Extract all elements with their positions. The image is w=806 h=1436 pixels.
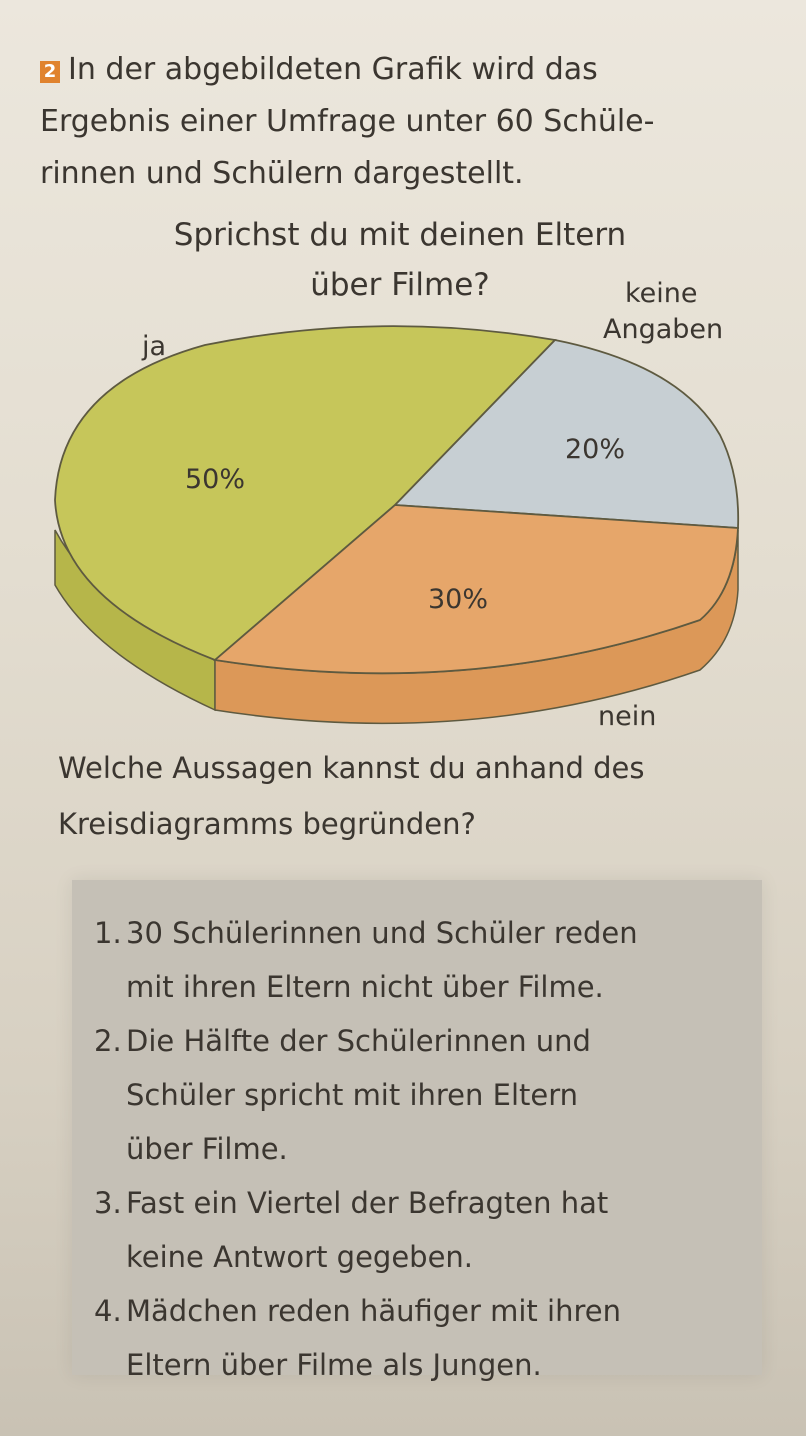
task-text-line-1: In der abgebildeten Grafik wird das: [68, 52, 598, 87]
statement-line: Die Hälfte der Schülerinnen und: [126, 1024, 591, 1058]
chart-title: Sprichst du mit deinen Eltern über Filme…: [100, 210, 700, 310]
statement-line: Mädchen reden häufiger mit ihren: [126, 1294, 621, 1328]
slice-label-nein: nein: [598, 701, 656, 732]
pie-slice-keine-angaben: [393, 339, 740, 529]
statement-line: 30 Schülerinnen und Schüler reden: [126, 916, 638, 950]
pie-slice-ja: [54, 325, 557, 662]
statement-line: Eltern über Filme als Jungen.: [126, 1348, 542, 1382]
statement-2: 2. Die Hälfte der Schülerinnen und Schüle…: [94, 1014, 762, 1176]
slice-value-ja: 50%: [185, 464, 245, 495]
statements-list: 1. 30 Schülerinnen und Schüler reden mit …: [72, 880, 762, 1392]
pie-slice-nein: [212, 504, 739, 675]
statement-number: 3.: [94, 1186, 122, 1220]
task-text-line-2: Ergebnis einer Umfrage unter 60 Schüle-: [40, 104, 655, 139]
statement-number: 4.: [94, 1294, 122, 1328]
question-line-1: Welche Aussagen kannst du anhand des: [58, 751, 645, 785]
statement-line: Schüler spricht mit ihren Eltern: [126, 1078, 579, 1112]
pie-chart: ja 50% keine Angaben 20% 30% nein: [54, 278, 740, 732]
chart-title-line-1: Sprichst du mit deinen Eltern: [173, 217, 627, 253]
statement-line: keine Antwort gegeben.: [126, 1240, 474, 1274]
statement-4: 4. Mädchen reden häufiger mit ihren Elter…: [94, 1284, 762, 1392]
statement-3: 3. Fast ein Viertel der Befragten hat kei…: [94, 1176, 762, 1284]
slice-label-ja: ja: [141, 331, 166, 362]
slice-label-angaben: Angaben: [603, 314, 723, 345]
chart-title-line-2: über Filme?: [310, 267, 490, 303]
statements-box: 1. 30 Schülerinnen und Schüler reden mit …: [72, 880, 762, 1382]
task-text-line-3: rinnen und Schülern dargestellt.: [40, 156, 524, 191]
statement-line: mit ihren Eltern nicht über Filme.: [126, 970, 604, 1004]
slice-value-keine-angaben: 20%: [565, 434, 625, 465]
question: Welche Aussagen kannst du anhand des Kre…: [58, 740, 778, 852]
slice-label-keine: keine: [625, 278, 698, 309]
question-line-2: Kreisdiagramms begründen?: [58, 807, 476, 841]
statement-number: 1.: [94, 916, 122, 950]
statement-1: 1. 30 Schülerinnen und Schüler reden mit …: [94, 906, 762, 1014]
slice-value-nein: 30%: [428, 584, 488, 615]
statement-line: über Filme.: [126, 1132, 288, 1166]
task-number-badge: 2: [40, 61, 60, 83]
statement-line: Fast ein Viertel der Befragten hat: [126, 1186, 609, 1220]
statement-number: 2.: [94, 1024, 122, 1058]
task-statement: 2 In der abgebildeten Grafik wird das Erg…: [40, 44, 780, 200]
